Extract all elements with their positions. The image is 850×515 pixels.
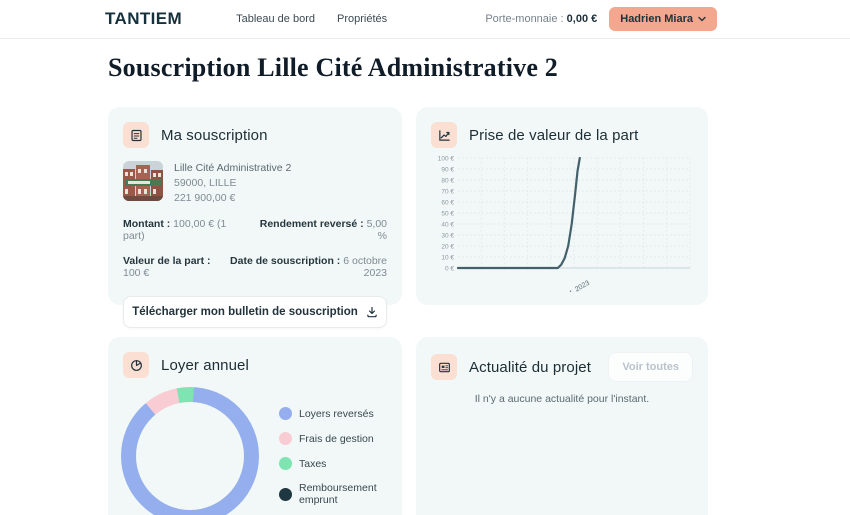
download-icon xyxy=(366,306,377,318)
pie-chart-icon xyxy=(123,352,149,378)
user-name: Hadrien Miara xyxy=(620,13,693,25)
subscription-details: Montant : 100,00 € (1 part) Rendement re… xyxy=(123,218,387,279)
property-thumbnail xyxy=(123,161,163,201)
svg-text:90 €: 90 € xyxy=(441,166,454,173)
svg-text:100 €: 100 € xyxy=(438,155,455,162)
wallet-balance: Porte-monnaie : 0,00 € xyxy=(485,13,597,25)
nav-tableau-de-bord[interactable]: Tableau de bord xyxy=(236,13,315,25)
donut-legend: Loyers reversés Frais de gestion Taxes R… xyxy=(279,407,387,506)
svg-text:40 €: 40 € xyxy=(441,221,454,228)
share-value-card: Prise de valeur de la part 0 € 10 € 20 € 30… xyxy=(416,107,708,305)
detail-rendement: Rendement reversé : 5,00 % xyxy=(259,218,387,242)
legend-item: Remboursement emprunt xyxy=(279,482,387,506)
legend-dot xyxy=(279,407,292,420)
legend-item: Taxes xyxy=(279,457,387,470)
wallet-value: 0,00 € xyxy=(566,13,598,25)
share-value-card-title: Prise de valeur de la part xyxy=(469,126,639,144)
user-menu-button[interactable]: Hadrien Miara xyxy=(609,7,717,31)
download-bulletin-button[interactable]: Télécharger mon bulletin de souscription xyxy=(123,296,387,328)
main-content: Souscription Lille Cité Administrative 2… xyxy=(0,39,742,515)
no-news-message: Il n'y a aucune actualité pour l'instant… xyxy=(474,393,650,405)
legend-item: Frais de gestion xyxy=(279,432,387,445)
legend-item: Loyers reversés xyxy=(279,407,387,420)
main-nav: Tableau de bord Propriétés xyxy=(236,13,485,25)
property-price: 221 900,00 € xyxy=(174,192,236,204)
share-value-line-chart: 0 € 10 € 20 € 30 € 40 € 50 € 60 € 70 € 80 € 90 € 1… xyxy=(431,152,693,300)
svg-text:80 €: 80 € xyxy=(441,177,454,184)
detail-montant: Montant : 100,00 € (1 part) xyxy=(123,218,227,242)
svg-text:30 €: 30 € xyxy=(441,232,454,239)
page-title: Souscription Lille Cité Administrative 2 xyxy=(108,53,558,82)
newspaper-icon xyxy=(431,354,457,380)
svg-text:50 €: 50 € xyxy=(441,210,454,217)
property-postal-city: 59000, LILLE xyxy=(174,177,237,189)
property-name: Lille Cité Administrative 2 xyxy=(174,162,292,174)
subscription-card-title: Ma souscription xyxy=(161,126,268,144)
nav-proprietes[interactable]: Propriétés xyxy=(337,13,388,25)
top-navigation-bar: TANTIEM Tableau de bord Propriétés Porte… xyxy=(0,0,850,39)
legend-dot xyxy=(279,487,292,501)
svg-text:70 €: 70 € xyxy=(441,188,454,195)
property-summary[interactable]: Lille Cité Administrative 2 59000, LILLE… xyxy=(123,161,387,204)
subscription-document-icon xyxy=(123,122,149,148)
annual-rent-card: Loyer annuel Loyers reversés Frais de ge… xyxy=(108,337,402,515)
detail-date-souscription: Date de souscription : 6 octobre 2023 xyxy=(230,255,387,279)
subscription-card: Ma souscription xyxy=(108,107,402,328)
annual-rent-card-title: Loyer annuel xyxy=(161,356,249,374)
svg-text:60 €: 60 € xyxy=(441,199,454,206)
cards-grid: Ma souscription xyxy=(108,107,742,515)
line-chart-icon xyxy=(431,122,457,148)
svg-text:oct. 2023: oct. 2023 xyxy=(563,280,592,292)
see-all-news-button[interactable]: Voir toutes xyxy=(608,352,693,382)
wallet-label: Porte-monnaie : xyxy=(485,13,564,25)
project-news-card-title: Actualité du projet xyxy=(469,358,591,376)
chevron-down-icon xyxy=(698,16,706,22)
svg-text:10 €: 10 € xyxy=(441,254,454,261)
svg-text:20 €: 20 € xyxy=(441,243,454,250)
detail-valeur-part: Valeur de la part : 100 € xyxy=(123,255,211,279)
tantiem-logo[interactable]: TANTIEM xyxy=(105,9,183,28)
project-news-card: Actualité du projet Voir toutes Il n'y a… xyxy=(416,337,708,515)
svg-text:0 €: 0 € xyxy=(445,265,454,272)
legend-dot xyxy=(279,457,292,470)
annual-rent-donut-chart xyxy=(121,387,259,515)
legend-dot xyxy=(279,432,292,445)
